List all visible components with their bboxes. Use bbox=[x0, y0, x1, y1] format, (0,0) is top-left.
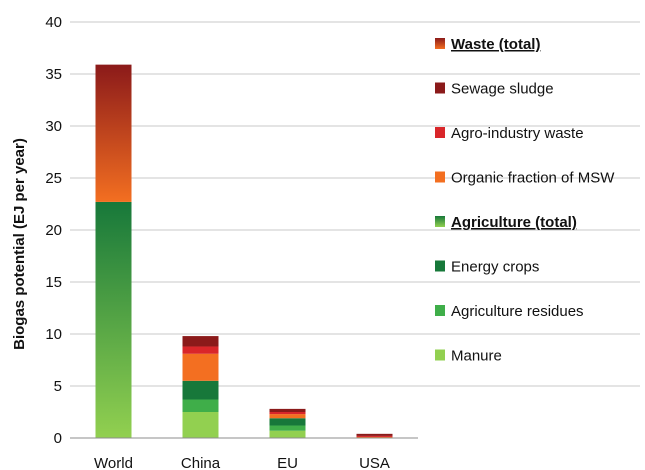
gridlines bbox=[70, 21, 640, 387]
y-tick-label: 5 bbox=[54, 378, 62, 395]
bar-segment-agriculture--total- bbox=[95, 201, 132, 438]
y-tick-label: 35 bbox=[45, 66, 62, 83]
bar-segment-organic-fraction-of-msw bbox=[182, 353, 219, 381]
legend-item: Agriculture (total) bbox=[435, 214, 577, 231]
bar-segment-agriculture-residues bbox=[182, 399, 219, 412]
bar-segment-organic-fraction-of-msw bbox=[269, 414, 306, 419]
bar-segment-agro-industry-waste bbox=[356, 435, 393, 437]
legend-swatch bbox=[435, 216, 445, 227]
y-tick-label: 15 bbox=[45, 274, 62, 291]
y-tick-label: 25 bbox=[45, 170, 62, 187]
legend-swatch bbox=[435, 38, 445, 49]
bar-segment-agro-industry-waste bbox=[182, 346, 219, 354]
legend-label: Manure bbox=[451, 348, 502, 365]
bar-segment-manure bbox=[269, 430, 306, 438]
bar-segment-energy-crops bbox=[182, 380, 219, 400]
y-tick-label: 30 bbox=[45, 118, 62, 135]
legend-item: Agriculture residues bbox=[435, 303, 584, 320]
legend-item: Energy crops bbox=[435, 259, 539, 276]
legend-swatch bbox=[435, 260, 445, 272]
legend-swatch bbox=[435, 171, 445, 183]
y-tick-label: 0 bbox=[54, 430, 62, 447]
bar-segment-manure bbox=[182, 412, 219, 438]
legend-swatch bbox=[435, 349, 445, 361]
legend-label: Agro-industry waste bbox=[451, 125, 584, 142]
legend-label: Agriculture (total) bbox=[451, 214, 577, 231]
legend-label: Waste (total) bbox=[451, 36, 540, 53]
legend-item: Agro-industry waste bbox=[435, 125, 584, 142]
y-tick-label: 20 bbox=[45, 222, 62, 239]
y-axis-ticks: 0 5 10 15 20 25 30 35 40 bbox=[45, 14, 62, 447]
bars bbox=[95, 64, 393, 438]
x-category-label: EU bbox=[277, 455, 298, 470]
bar-segment-energy-crops bbox=[269, 418, 306, 426]
y-tick-label: 10 bbox=[45, 326, 62, 343]
legend-item: Waste (total) bbox=[435, 36, 540, 53]
legend-label: Organic fraction of MSW bbox=[451, 170, 615, 187]
bar-segment-sewage-sludge bbox=[269, 408, 306, 412]
y-tick-label: 40 bbox=[45, 14, 62, 31]
legend-item: Sewage sludge bbox=[435, 81, 554, 98]
bar-segment-sewage-sludge bbox=[356, 433, 393, 436]
x-category-label: World bbox=[94, 455, 133, 470]
legend-label: Energy crops bbox=[451, 259, 539, 276]
bar-segment-organic-fraction-of-msw bbox=[356, 436, 393, 438]
bar-segment-sewage-sludge bbox=[182, 336, 219, 347]
legend-swatch bbox=[435, 305, 445, 316]
legend-item: Manure bbox=[435, 348, 502, 365]
x-category-label: China bbox=[181, 455, 221, 470]
bar-segment-agriculture-residues bbox=[269, 425, 306, 431]
legend: Waste (total) Sewage sludge Agro-industry … bbox=[435, 36, 615, 365]
legend-swatch bbox=[435, 127, 445, 138]
legend-item: Organic fraction of MSW bbox=[435, 170, 615, 187]
bar-segment-agro-industry-waste bbox=[269, 412, 306, 415]
legend-label: Agriculture residues bbox=[451, 303, 584, 320]
y-axis-title: Biogas potential (EJ per year) bbox=[11, 138, 28, 350]
x-axis-categories: World China EU USA bbox=[94, 455, 390, 470]
bar-segment-waste--total- bbox=[95, 64, 132, 202]
legend-swatch bbox=[435, 82, 445, 94]
legend-label: Sewage sludge bbox=[451, 81, 554, 98]
x-category-label: USA bbox=[359, 455, 390, 470]
